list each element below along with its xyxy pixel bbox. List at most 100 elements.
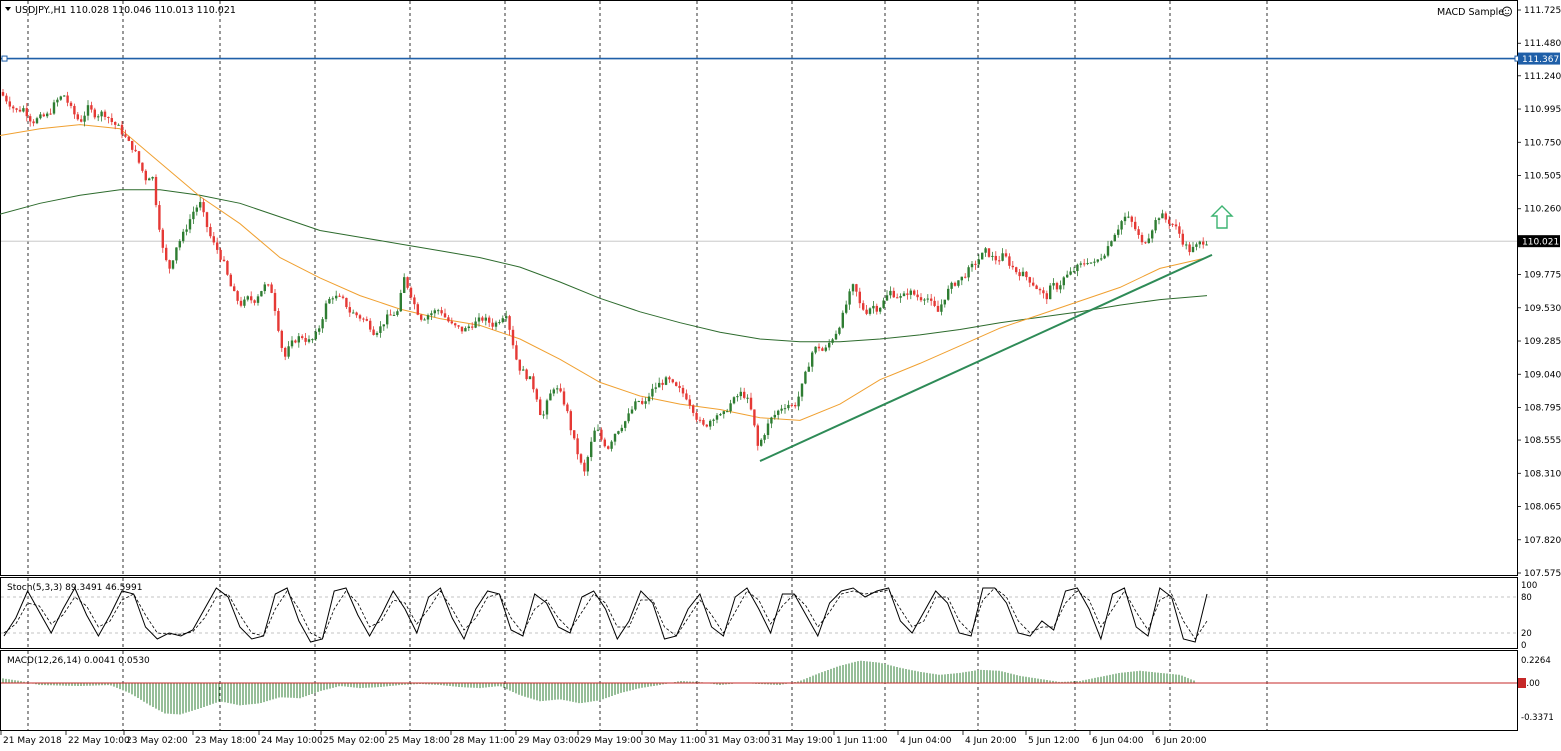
candle-body (1151, 230, 1154, 239)
candle-body (460, 326, 464, 332)
stochastic-y-tick: 100 (1521, 581, 1537, 591)
candle-body (93, 109, 96, 118)
resistance-price-box (1518, 52, 1560, 65)
candle-body (263, 284, 266, 292)
smiley-icon[interactable] (1502, 6, 1512, 17)
candle-body (885, 295, 889, 301)
candle-body (828, 342, 831, 348)
candle-body (1086, 263, 1089, 265)
candle-body (1028, 277, 1031, 283)
candle-body (600, 429, 603, 440)
candle-body (559, 388, 562, 392)
candle-body (39, 114, 42, 119)
macd-y-tick: 0.00 (1521, 679, 1540, 689)
x-tick-label: 30 May 11:00 (644, 736, 706, 746)
candle-body (790, 404, 793, 406)
candle-body (382, 324, 385, 327)
candle-body (270, 284, 273, 293)
candle-body (114, 121, 117, 125)
candle-body (335, 295, 338, 299)
candle-body (566, 404, 569, 412)
candle-body (892, 290, 895, 298)
candle-body (474, 321, 477, 328)
dropdown-triangle-icon[interactable] (5, 7, 11, 11)
candle-body (450, 321, 453, 324)
candle-body (440, 310, 443, 314)
candle-body (239, 300, 243, 306)
x-tick-label: 21 May 2018 (3, 736, 62, 746)
candle-body (338, 295, 341, 297)
x-tick-label: 6 Jun 04:00 (1092, 736, 1144, 746)
macd-pane[interactable] (0, 650, 1518, 731)
candle-body (889, 290, 892, 296)
candle-body (545, 400, 549, 415)
candle-body (896, 297, 899, 299)
candle-body (188, 219, 192, 230)
x-tick-label: 29 May 03:00 (518, 736, 580, 746)
candle-body (974, 263, 977, 265)
candle-body (610, 441, 613, 449)
candle-body (851, 284, 855, 292)
candle-body (236, 291, 239, 301)
candle-body (103, 111, 107, 117)
candle-body (433, 310, 436, 314)
candle-body (508, 316, 511, 330)
candle-body (413, 297, 416, 305)
x-tick-label: 23 May 18:00 (195, 736, 257, 746)
candle-body (372, 329, 375, 335)
candle-body (1059, 285, 1062, 290)
price-pane[interactable] (0, 0, 1518, 576)
candle-body (1137, 229, 1140, 235)
candle-body (171, 260, 175, 269)
vertical-gridlines (27, 1, 1268, 730)
candle-body (260, 291, 263, 297)
candle-body (314, 331, 317, 340)
candle-body (821, 348, 824, 351)
current-price-label: 110.021 (1522, 238, 1559, 248)
candle-body (49, 113, 52, 115)
candle-body (964, 276, 967, 278)
x-tick-label: 31 May 19:00 (771, 736, 833, 746)
candle-body (834, 333, 838, 340)
stochastic-pane[interactable] (0, 577, 1518, 649)
candle-body (855, 284, 858, 292)
candle-body (603, 439, 606, 447)
candle-body (365, 319, 368, 321)
candle-body (824, 347, 827, 351)
candle-body (423, 319, 426, 321)
candle-body (396, 311, 399, 315)
expert-label[interactable]: MACD Sample (1437, 7, 1504, 18)
candle-body (148, 178, 151, 181)
candle-body (1161, 213, 1164, 219)
x-tick-label: 4 Jun 04:00 (900, 736, 952, 746)
candle-body (161, 229, 164, 248)
candle-body (722, 411, 725, 415)
candle-body (420, 314, 423, 320)
candle-body (56, 99, 59, 103)
current-price-box (1518, 235, 1560, 248)
y-tick-label: 109.040 (1524, 370, 1561, 380)
candle-body (273, 292, 277, 311)
x-tick-label: 29 May 19:00 (580, 736, 642, 746)
candle-body (348, 307, 351, 313)
candle-body (705, 424, 708, 427)
candle-body (756, 425, 759, 446)
up-arrow-icon[interactable] (1210, 205, 1234, 229)
candle-body (542, 414, 545, 416)
price-layer (0, 55, 1521, 476)
x-tick-label: 6 Jun 20:00 (1155, 736, 1207, 746)
stochastic-layer (1, 586, 1517, 643)
candle-body (1052, 283, 1055, 286)
stochastic-y-tick: 80 (1521, 593, 1532, 603)
candle-body (1055, 283, 1059, 290)
candle-body (831, 339, 834, 343)
candle-body (477, 317, 481, 322)
candle-body (1178, 226, 1181, 234)
candle-body (297, 336, 300, 343)
candle-body (185, 229, 188, 232)
candle-body (709, 420, 712, 427)
candle-body (556, 388, 559, 390)
candle-body (919, 297, 923, 301)
candle-body (464, 328, 467, 332)
